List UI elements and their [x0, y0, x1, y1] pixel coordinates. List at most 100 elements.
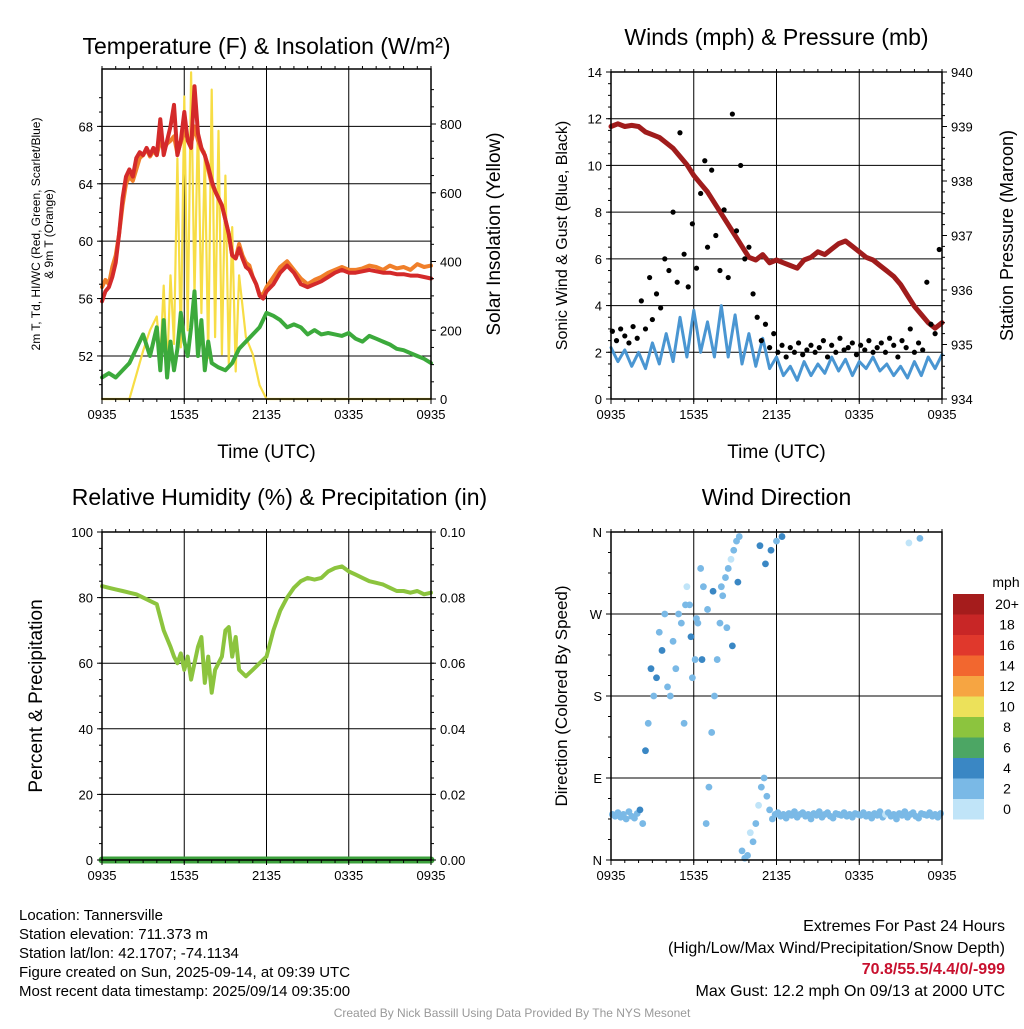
wind-grid — [611, 72, 942, 399]
wind-gust-point — [622, 333, 628, 339]
temp-x-tick-label: 0935 — [417, 407, 446, 422]
latest-data-text: Most recent data timestamp: 2025/09/14 0… — [19, 983, 351, 1000]
wind-y-right-tick-label: 935 — [951, 338, 973, 353]
wind-gust-point — [666, 267, 672, 274]
wind-x-tick-label: 1535 — [679, 407, 708, 422]
temp-x-tick-label: 0335 — [334, 407, 363, 422]
wind-gust-point — [882, 349, 889, 355]
max-gust-text: Max Gust: 12.2 mph On 09/13 at 2000 UTC — [695, 982, 1006, 1000]
wind-gust-point — [758, 338, 764, 344]
temp-series-green — [100, 289, 433, 380]
dir-point — [680, 719, 688, 727]
temp-y-right-tick-label: 800 — [440, 117, 462, 132]
dir-point — [901, 808, 909, 816]
wind-gust-point — [837, 335, 843, 341]
legend-label: 6 — [1003, 740, 1011, 756]
dir-point — [688, 674, 696, 682]
wind-y-right-tick-label: 934 — [951, 392, 973, 407]
wind-y-label-group: Sonic Wind & Gust (Blue, Black) — [554, 121, 571, 350]
temp-x-tick-label: 2135 — [252, 407, 281, 422]
dir-point — [683, 583, 691, 591]
dir-point — [713, 656, 721, 663]
rh-y-tick-label: 20 — [79, 787, 93, 802]
dir-point — [716, 619, 724, 627]
legend-label: 12 — [999, 678, 1015, 694]
legend-title: mph — [992, 574, 1019, 590]
wind-gust-point — [626, 340, 632, 346]
dir-point — [755, 801, 762, 809]
legend-label: 8 — [1003, 719, 1011, 735]
wind-gust-point — [713, 232, 719, 239]
wind-y-tick-label: 8 — [595, 205, 602, 220]
dir-point — [746, 829, 754, 837]
dir-point — [722, 574, 729, 581]
wind-gust-point — [845, 345, 851, 351]
wind-gust-point — [685, 284, 691, 290]
wind-x-tick-label: 0335 — [845, 407, 874, 422]
wind-x-tick-label: 0935 — [928, 407, 957, 422]
wind-gust-point — [630, 323, 636, 330]
wind-gust-point — [870, 349, 876, 355]
dir-point — [791, 808, 798, 816]
legend-swatch — [953, 737, 984, 758]
dir-point — [664, 683, 671, 691]
dir-point — [653, 674, 660, 682]
wind-gust-point — [721, 207, 727, 213]
dir-point — [658, 647, 666, 654]
temp-x-tick-label: 1535 — [170, 407, 199, 422]
wind-gust-point — [891, 342, 897, 348]
dir-point — [644, 719, 652, 727]
dir-title: Wind Direction — [702, 484, 852, 510]
wind-gust-point — [677, 130, 683, 136]
temp-y-axis-label-line1: 2m T, Td, HI/WC (Red, Green, Scarlet/Blu… — [29, 118, 43, 351]
temp-title: Temperature (F) & Insolation (W/m²) — [82, 33, 450, 59]
legend-label: 0 — [1003, 801, 1011, 817]
dir-y-tick-label: S — [593, 689, 602, 704]
legend-label: 14 — [999, 658, 1015, 674]
wind-gust-point — [689, 221, 695, 227]
rh-y-label-group: Percent & Precipitation — [26, 599, 47, 792]
wind-y-right-tick-label: 936 — [951, 283, 973, 298]
dir-point — [697, 565, 705, 572]
legend-label: 18 — [999, 617, 1015, 633]
dir-point — [693, 615, 700, 622]
wind-gust-point — [800, 352, 806, 358]
wind-y-tick-label: 14 — [588, 65, 602, 80]
wind-gust-point — [829, 342, 835, 348]
dir-point — [728, 642, 736, 650]
wind-series-maroon — [608, 121, 945, 331]
wind-gust-point — [725, 274, 731, 281]
temp-x-axis-label: Time (UTC) — [217, 442, 316, 463]
wind-gust-point — [717, 267, 723, 274]
extremes-title: Extremes For Past 24 Hours — [803, 918, 1005, 935]
rh-y-axis-label: Percent & Precipitation — [26, 599, 47, 792]
dir-point — [767, 546, 775, 554]
wind-x-tick-label: 0935 — [597, 407, 626, 422]
dir-point — [677, 619, 685, 627]
wind-x-axis-label: Time (UTC) — [727, 442, 826, 463]
wind-gust-point — [853, 352, 860, 358]
wind-gust-point — [841, 347, 847, 353]
dir-point — [702, 820, 710, 827]
dir-point — [682, 601, 689, 609]
created-text: Figure created on Sun, 2025-09-14, at 09… — [19, 964, 351, 981]
wind-gust-point — [613, 338, 620, 344]
wind-gust-point — [702, 158, 708, 164]
wind-gust-point — [750, 291, 756, 297]
wind-gust-point — [874, 345, 880, 351]
dir-point — [705, 783, 713, 791]
dir-point — [675, 610, 682, 618]
wind-gust-point — [738, 162, 744, 169]
temp-y-right-tick-label: 200 — [440, 323, 462, 338]
dir-y-tick-label: W — [590, 607, 603, 622]
dir-point — [639, 820, 647, 827]
wind-gust-point — [812, 349, 818, 355]
temp-y-right-tick-label: 400 — [440, 255, 462, 270]
wind-y-tick-label: 0 — [595, 392, 602, 407]
temp-grid — [102, 69, 431, 399]
wind-gust-point — [634, 335, 640, 341]
temp-y-right-tick-label: 600 — [440, 186, 462, 201]
dir-point — [650, 692, 658, 700]
